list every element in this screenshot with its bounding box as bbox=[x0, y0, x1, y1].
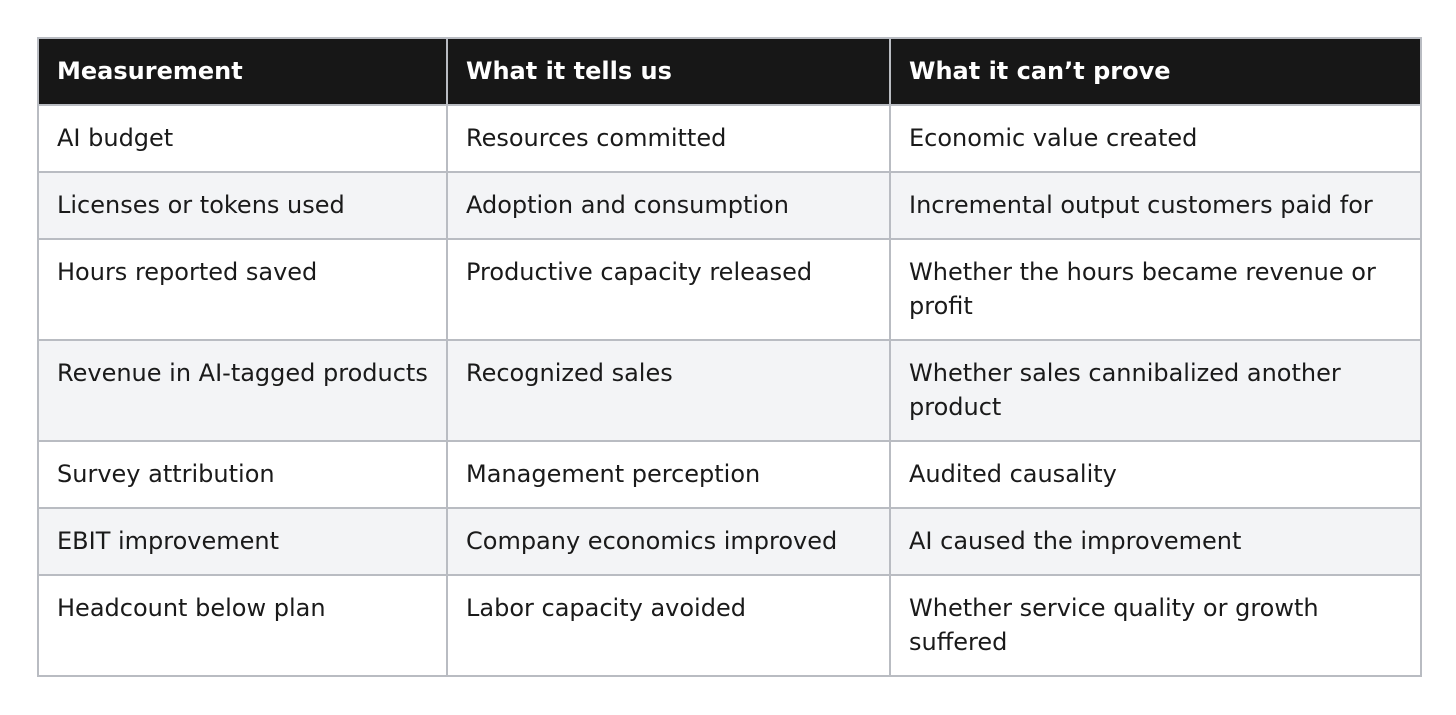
cell-cant-prove: Incremental output customers paid for bbox=[889, 171, 1422, 240]
cell-measurement: AI budget bbox=[37, 104, 448, 173]
cell-tells-us: Productive capacity released bbox=[446, 238, 891, 341]
measurement-table-container: Measurement What it tells us What it can… bbox=[37, 37, 1422, 677]
cell-cant-prove: Economic value created bbox=[889, 104, 1422, 173]
cell-measurement: Licenses or tokens used bbox=[37, 171, 448, 240]
cell-cant-prove: Whether the hours became revenue or prof… bbox=[889, 238, 1422, 341]
cell-measurement: Hours reported saved bbox=[37, 238, 448, 341]
cell-tells-us: Labor capacity avoided bbox=[446, 574, 891, 677]
table-row: Headcount below plan Labor capacity avoi… bbox=[37, 574, 1422, 677]
header-what-it-tells-us: What it tells us bbox=[446, 37, 891, 106]
table-row: AI budget Resources committed Economic v… bbox=[37, 104, 1422, 173]
measurement-table: Measurement What it tells us What it can… bbox=[37, 37, 1422, 677]
table-row: Hours reported saved Productive capacity… bbox=[37, 238, 1422, 341]
header-what-it-cant-prove: What it can’t prove bbox=[889, 37, 1422, 106]
cell-measurement: Headcount below plan bbox=[37, 574, 448, 677]
cell-tells-us: Company economics improved bbox=[446, 507, 891, 576]
header-measurement: Measurement bbox=[37, 37, 448, 106]
table-row: Revenue in AI-tagged products Recognized… bbox=[37, 339, 1422, 442]
cell-tells-us: Recognized sales bbox=[446, 339, 891, 442]
table-row: Survey attribution Management perception… bbox=[37, 440, 1422, 509]
cell-tells-us: Resources committed bbox=[446, 104, 891, 173]
table-row: Licenses or tokens used Adoption and con… bbox=[37, 171, 1422, 240]
cell-cant-prove: Whether service quality or growth suffer… bbox=[889, 574, 1422, 677]
cell-tells-us: Management perception bbox=[446, 440, 891, 509]
cell-measurement: EBIT improvement bbox=[37, 507, 448, 576]
cell-measurement: Revenue in AI-tagged products bbox=[37, 339, 448, 442]
cell-cant-prove: Audited causality bbox=[889, 440, 1422, 509]
cell-cant-prove: Whether sales cannibalized another produ… bbox=[889, 339, 1422, 442]
cell-tells-us: Adoption and consumption bbox=[446, 171, 891, 240]
table-row: EBIT improvement Company economics impro… bbox=[37, 507, 1422, 576]
cell-measurement: Survey attribution bbox=[37, 440, 448, 509]
table-header-row: Measurement What it tells us What it can… bbox=[37, 37, 1422, 106]
cell-cant-prove: AI caused the improvement bbox=[889, 507, 1422, 576]
